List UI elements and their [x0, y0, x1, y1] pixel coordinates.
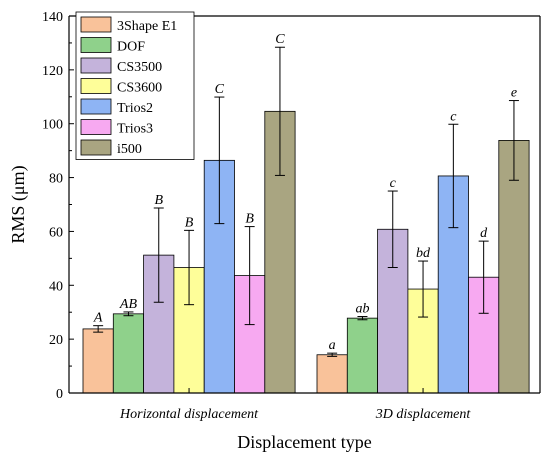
legend-label: DOF: [117, 40, 145, 55]
legend-label: 3Shape E1: [117, 19, 177, 34]
significance-label: A: [93, 311, 103, 326]
legend-label: Trios3: [117, 122, 153, 137]
x-axis-title: Displacement type: [237, 432, 371, 452]
significance-label: c: [450, 109, 457, 124]
significance-label: c: [390, 176, 397, 191]
bar-dof-1: [346, 317, 378, 394]
legend-label: Trios2: [117, 101, 153, 116]
y-tick-label: 0: [56, 387, 63, 402]
legend-swatch: [80, 78, 112, 94]
x-tick-label: 3D displacement: [375, 407, 472, 422]
y-tick-label: 80: [49, 172, 63, 187]
significance-label: C: [275, 32, 285, 47]
significance-label: bd: [416, 246, 431, 261]
y-axis-title: RMS (μm): [8, 165, 29, 243]
y-tick-label: 120: [42, 64, 63, 79]
legend-swatch: [80, 57, 112, 74]
legend-swatch: [80, 139, 112, 156]
significance-label: B: [154, 193, 163, 208]
y-tick-label: 140: [42, 10, 63, 25]
legend-swatch: [80, 37, 112, 53]
significance-label: C: [215, 82, 225, 97]
axes-layer: 0 20 40 60 80 100 120 140 Horizontal displacemen…: [8, 10, 541, 452]
significance-label: ab: [355, 302, 369, 317]
error-bars-layer: [93, 46, 519, 357]
significance-labels-layer: Aa AB ab Bc Bbd Cc Bd Ce: [93, 32, 517, 353]
significance-label: d: [480, 226, 488, 241]
bar-3shape-e1-0: [82, 328, 114, 394]
significance-label: B: [185, 215, 194, 230]
x-tick-label: Horizontal displacement: [119, 407, 259, 422]
bar-dof-0: [112, 313, 145, 394]
legend-label: i500: [117, 142, 142, 157]
y-tick-label: 20: [49, 333, 63, 348]
legend-swatch: [80, 98, 112, 115]
legend: 3Shape E1 DOF CS3500 CS3600 Trios2 Trios3 i500: [75, 11, 195, 160]
bar-3shape-e1-1: [316, 354, 348, 394]
legend-label: CS3500: [117, 60, 162, 75]
significance-label: B: [245, 212, 254, 227]
legend-label: CS3600: [117, 81, 162, 96]
significance-label: a: [329, 338, 336, 353]
y-tick-label: 40: [49, 279, 63, 294]
significance-label: AB: [119, 297, 138, 312]
y-tick-label: 60: [49, 225, 63, 240]
legend-swatch: [80, 119, 112, 135]
legend-swatch: [80, 16, 112, 33]
significance-label: e: [511, 86, 517, 101]
y-tick-label: 100: [42, 118, 63, 133]
